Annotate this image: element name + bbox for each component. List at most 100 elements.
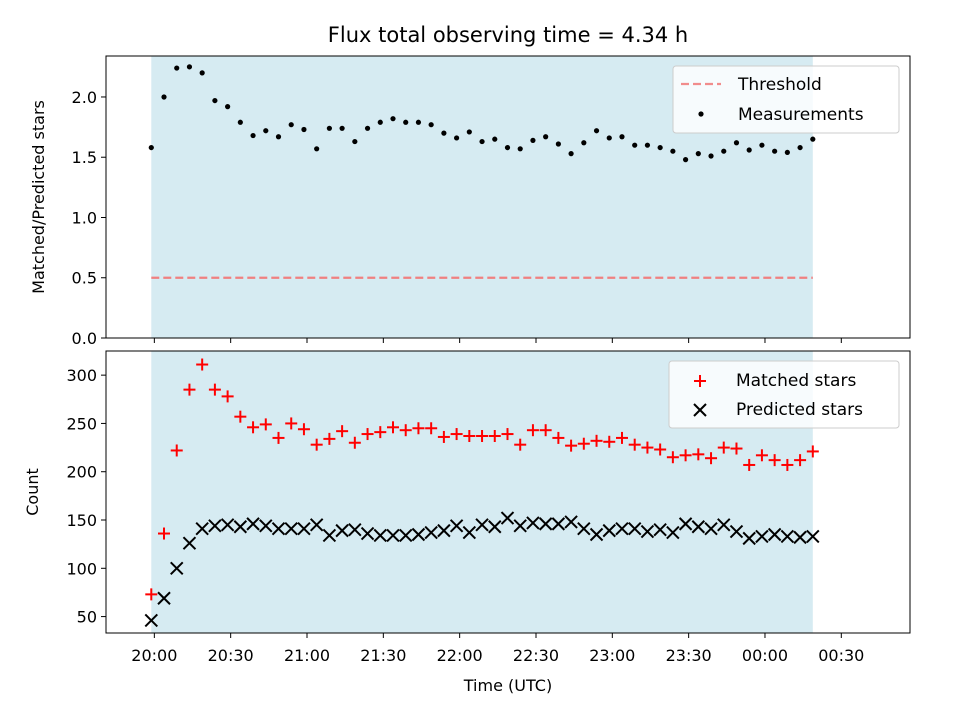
predicted-star-point [488,520,502,534]
measurement-point [492,136,498,142]
measurement-point [250,132,256,139]
measurement-point [199,70,205,76]
predicted-star-point [640,524,655,539]
predicted-star-point [399,528,413,543]
matched-star-point [297,423,310,436]
matched-star-point [552,431,565,444]
measurement-point [403,119,409,125]
matched-star-point [361,428,374,441]
count-x-axis: 20:00 20:30 21:00 21:30 22:00 22:30 23:00 23:30… [131,633,864,665]
count-y-axis: 50 100 150 200 250 300 [66,366,106,627]
measurement-point [593,128,600,134]
x-tick-label: 23:30 [666,646,712,665]
ratio-plot-frame [105,55,911,339]
matched-star-point [781,458,794,471]
predicted-star-point [348,522,362,537]
matched-star-point [399,424,412,437]
measurement-point [555,141,561,147]
measurement-point [441,130,447,136]
measurement-point [733,140,740,146]
predicted-star-point [259,519,273,533]
matched-star-point [654,443,667,456]
matched-star-point [374,426,387,439]
predicted-star-point [742,531,756,546]
matched-star-point [285,417,298,430]
measurement-point [708,153,714,159]
ratio-legend-box [672,65,900,134]
matched-star-point [514,438,527,451]
y-tick-label: 1.5 [72,148,97,167]
measurement-point [301,126,307,133]
x-axis-label: Time (UTC) [463,676,552,695]
predicted-star-point [767,527,782,542]
predicted-star-point [373,528,387,543]
matched-star-point [806,445,819,458]
ratio-x-ticks [153,338,842,343]
predicted-star-point [653,522,667,537]
measurement-point [275,134,282,140]
matched-star-point [259,418,272,431]
ratio-y-axis: 0.0 0.5 1.0 1.5 2.0 [72,88,106,348]
measurement-point [479,138,485,145]
ratio-legend: Threshold Measurements [672,65,900,134]
predicted-star-point [729,524,744,539]
measurement-point [364,125,371,131]
measurement-point [212,97,218,104]
predicted-star-point [564,515,578,529]
measurement-point [619,134,625,140]
matched-star-point [272,431,285,444]
matched-star-point [183,383,196,396]
matched-star-point [603,435,616,448]
matched-star-point [476,429,489,442]
predicted-star-point [170,561,184,576]
measurement-point [657,144,663,151]
measurement-point [454,135,460,141]
measurement-point [161,94,167,100]
predicted-legend-swatch [693,403,707,417]
matched-star-point [412,422,425,435]
y-tick-label: 250 [66,414,97,433]
predicted-star-point [602,523,616,538]
predicted-star-point [424,525,438,540]
measurement-point [428,122,434,128]
matched-star-point [615,431,628,444]
x-tick-label: 23:00 [589,646,635,665]
y-tick-label: 2.0 [72,88,97,107]
measurement-point [682,157,689,163]
predicted-star-point [691,520,706,534]
predicted-star-point [449,519,464,533]
count-panel: 50 100 150 200 250 300 20:00 20:30 21:00 21:30 22… [23,350,911,695]
y-tick-label: 300 [66,366,97,385]
matched-star-point [323,432,336,445]
measurement-point [517,146,523,152]
measurement-point [339,125,345,131]
y-tick-label: 50 [77,608,97,627]
matched-star-point [730,442,743,455]
matched-star-point [386,421,399,434]
count-plot-frame [105,350,911,634]
y-tick-label: 0.5 [72,269,97,288]
chart-title: Flux total observing time = 4.34 h [328,23,688,47]
matched-star-point [463,429,476,442]
predicted-star-point [271,521,286,536]
predicted-star-point [627,521,642,536]
measurement-point [390,116,396,122]
predicted-star-point [678,517,693,531]
measurement-point [186,64,193,70]
predicted-star-point [526,516,540,530]
predicted-star-point [195,521,209,536]
measurement-point [784,149,790,156]
measurement-point [644,142,651,148]
matched-star-point [170,444,183,457]
predicted-star-point [755,529,769,544]
predicted-star-point [220,518,235,532]
predicted-star-point [309,518,324,532]
measurement-point [352,138,358,145]
matched-star-point [679,449,692,462]
measurement-point [797,144,803,151]
measurements-points [148,64,816,163]
predicted-star-point [144,613,158,628]
matched-legend-swatch [694,375,706,387]
y-tick-label: 200 [66,463,97,482]
